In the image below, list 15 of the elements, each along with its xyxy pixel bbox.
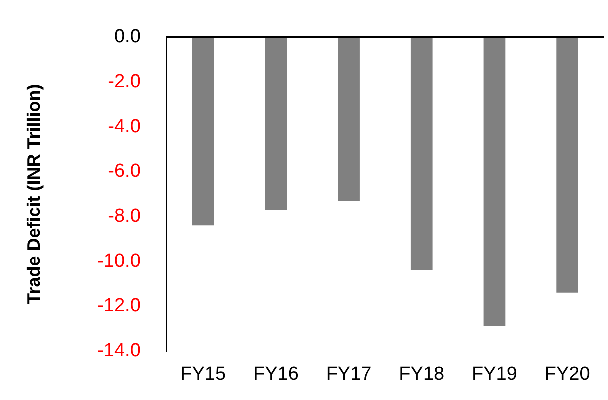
y-tick-label: 0.0 <box>114 26 141 48</box>
y-tick-label: -4.0 <box>108 116 141 138</box>
y-tick-label: -2.0 <box>108 71 141 92</box>
y-tick-label: -14.0 <box>98 340 141 362</box>
y-tick-label: -12.0 <box>98 296 141 317</box>
x-tick-label: FY19 <box>472 364 518 385</box>
y-axis-title: Trade Deficit (INR Trillion) <box>24 84 44 304</box>
x-tick-label: FY16 <box>253 364 299 385</box>
y-tick-label: -10.0 <box>98 250 141 272</box>
x-tick-label: FY18 <box>399 364 445 385</box>
x-tick-label: FY17 <box>326 364 372 385</box>
y-tick-label: -8.0 <box>108 206 141 227</box>
y-tick-label: -6.0 <box>108 161 141 182</box>
x-tick-label: FY20 <box>544 364 590 385</box>
x-tick-label: FY15 <box>180 364 226 385</box>
